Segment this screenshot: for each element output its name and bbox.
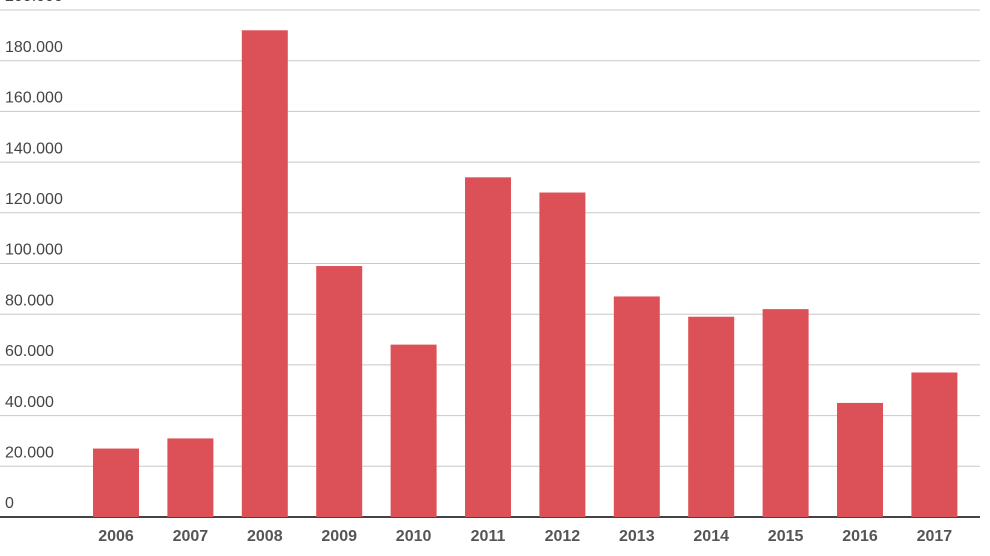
y-tick-label: 40.000 [5, 394, 54, 411]
bar [837, 402, 883, 517]
bar [762, 309, 809, 517]
x-tick-label: 2011 [471, 528, 506, 545]
y-tick-label: 200.000 [5, 0, 63, 5]
bar [316, 266, 363, 517]
y-tick-label: 180.000 [5, 39, 63, 56]
bar [613, 296, 660, 517]
x-tick-label: 2008 [247, 528, 283, 545]
x-tick-label: 2015 [768, 528, 804, 545]
bar [688, 316, 735, 517]
bar [390, 344, 437, 517]
x-tick-label: 2007 [173, 528, 209, 545]
x-tick-label: 2013 [619, 528, 655, 545]
y-tick-label: 60.000 [5, 343, 54, 360]
y-tick-label: 100.000 [5, 242, 63, 259]
x-tick-label: 2006 [98, 528, 134, 545]
bar [167, 438, 214, 517]
y-tick-label: 140.000 [5, 140, 63, 157]
y-tick-label: 0 [5, 495, 14, 512]
y-tick-label: 20.000 [5, 445, 54, 462]
x-tick-label: 2017 [917, 528, 953, 545]
bar [241, 30, 288, 518]
y-tick-label: 80.000 [5, 292, 54, 309]
bar [539, 192, 586, 517]
y-tick-label: 160.000 [5, 90, 63, 107]
x-tick-label: 2009 [321, 528, 357, 545]
bar [911, 372, 958, 517]
x-tick-label: 2010 [396, 528, 432, 545]
x-tick-label: 2012 [545, 528, 581, 545]
x-tick-label: 2016 [842, 528, 878, 545]
bar [465, 177, 511, 517]
y-tick-label: 120.000 [5, 191, 63, 208]
x-tick-label: 2014 [693, 528, 729, 545]
bar [93, 448, 139, 517]
